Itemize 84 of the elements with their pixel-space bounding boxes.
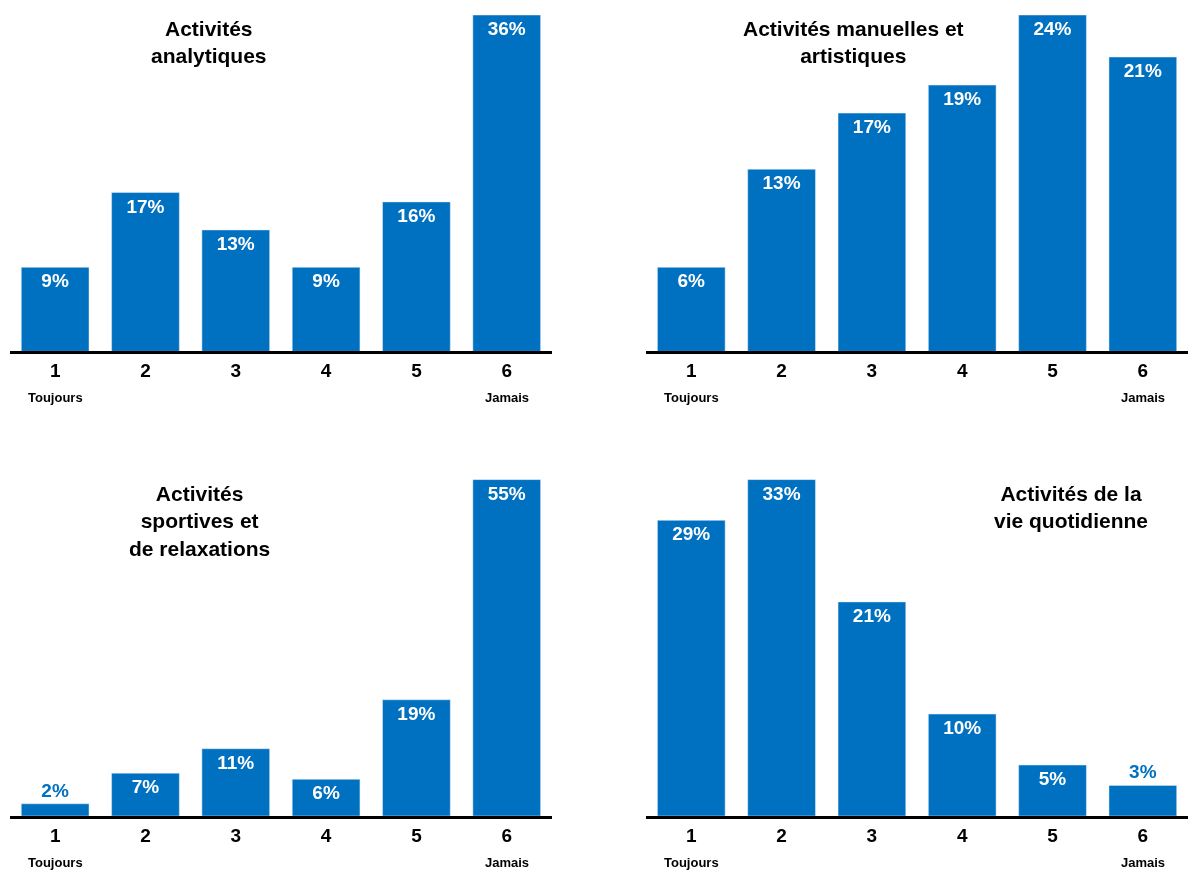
x-tick-label: 3 <box>866 360 878 382</box>
bar <box>201 229 270 352</box>
x-tick-label: 5 <box>411 824 423 846</box>
data-label: 16% <box>397 204 436 226</box>
x-tick-label: 6 <box>501 824 513 846</box>
data-label: 7% <box>131 776 160 798</box>
bar <box>382 699 451 816</box>
x-tick-label: 6 <box>1137 824 1149 846</box>
data-label: 24% <box>1033 18 1072 39</box>
data-label: 11% <box>217 751 255 773</box>
x-tick-label: 2 <box>140 360 151 382</box>
x-tick-label: 4 <box>956 360 968 382</box>
text: Jamais <box>485 855 530 870</box>
bar <box>928 713 997 816</box>
data-label: 13% <box>216 232 255 254</box>
bar <box>657 267 726 352</box>
data-label: 6% <box>677 270 706 292</box>
x-tick-label: 5 <box>1047 824 1059 846</box>
text: Activités de la vie quotidienne <box>994 482 1149 533</box>
bar <box>1108 785 1177 816</box>
data-label: 9% <box>312 270 340 292</box>
bar <box>111 772 180 816</box>
bar <box>1018 15 1087 352</box>
bar <box>382 201 451 352</box>
data-label: 55% <box>487 482 526 504</box>
data-label: 19% <box>397 702 436 724</box>
data-label: 29% <box>672 523 711 545</box>
text: Jamais <box>1121 855 1166 870</box>
text: Activités analytiques <box>151 17 267 68</box>
data-label: 2% <box>41 779 69 801</box>
x-tick-label: 2 <box>776 360 787 382</box>
x-tick-label: 4 <box>320 824 332 846</box>
data-label: 17% <box>852 116 891 138</box>
bar <box>201 748 270 816</box>
bar <box>928 84 997 352</box>
x-tick-label: 4 <box>956 824 968 846</box>
text: Activités manuelles et artistiques <box>743 17 964 68</box>
data-label: 6% <box>312 782 340 804</box>
bar <box>111 192 180 352</box>
bar <box>472 15 541 352</box>
data-label: 19% <box>943 88 982 110</box>
data-label: 36% <box>487 18 526 39</box>
data-label: 9% <box>41 270 69 292</box>
x-tick-label: 1 <box>49 824 61 846</box>
data-label: 17% <box>126 195 165 217</box>
x-tick-label: 2 <box>140 824 151 846</box>
text: Toujours <box>664 390 719 405</box>
bar <box>291 267 361 352</box>
x-tick-label: 3 <box>230 824 242 846</box>
data-label: 3% <box>1129 761 1157 783</box>
x-tick-label: 6 <box>501 360 513 382</box>
text: Activités sportives et de relaxations <box>129 482 271 560</box>
bar <box>472 479 541 816</box>
x-tick-label: 3 <box>866 824 878 846</box>
bar <box>21 803 90 816</box>
x-tick-label: 4 <box>320 360 332 382</box>
text: Toujours <box>28 855 83 870</box>
bar <box>747 479 816 816</box>
bar <box>291 779 361 816</box>
text: Jamais <box>485 390 530 405</box>
x-tick-label: 1 <box>49 360 61 382</box>
x-tick-label: 6 <box>1137 360 1149 382</box>
data-label: 5% <box>1038 768 1067 790</box>
bar <box>1018 764 1087 816</box>
text: Jamais <box>1121 390 1166 405</box>
data-label: 33% <box>762 482 801 504</box>
bar <box>657 520 726 816</box>
x-tick-label: 5 <box>411 360 423 382</box>
x-tick-label: 2 <box>776 824 787 846</box>
x-tick-label: 1 <box>685 824 697 846</box>
x-tick-label: 1 <box>685 360 697 382</box>
bar <box>21 267 90 352</box>
bar <box>747 168 816 352</box>
data-label: 21% <box>1123 60 1162 82</box>
bar <box>837 112 907 352</box>
text: Toujours <box>664 855 719 870</box>
x-tick-label: 5 <box>1047 360 1059 382</box>
text: Toujours <box>28 390 83 405</box>
data-label: 10% <box>943 717 982 739</box>
data-label: 13% <box>762 172 801 194</box>
bar <box>1108 56 1177 352</box>
data-label: 21% <box>852 604 891 626</box>
x-tick-label: 3 <box>230 360 242 382</box>
bar <box>837 601 907 816</box>
